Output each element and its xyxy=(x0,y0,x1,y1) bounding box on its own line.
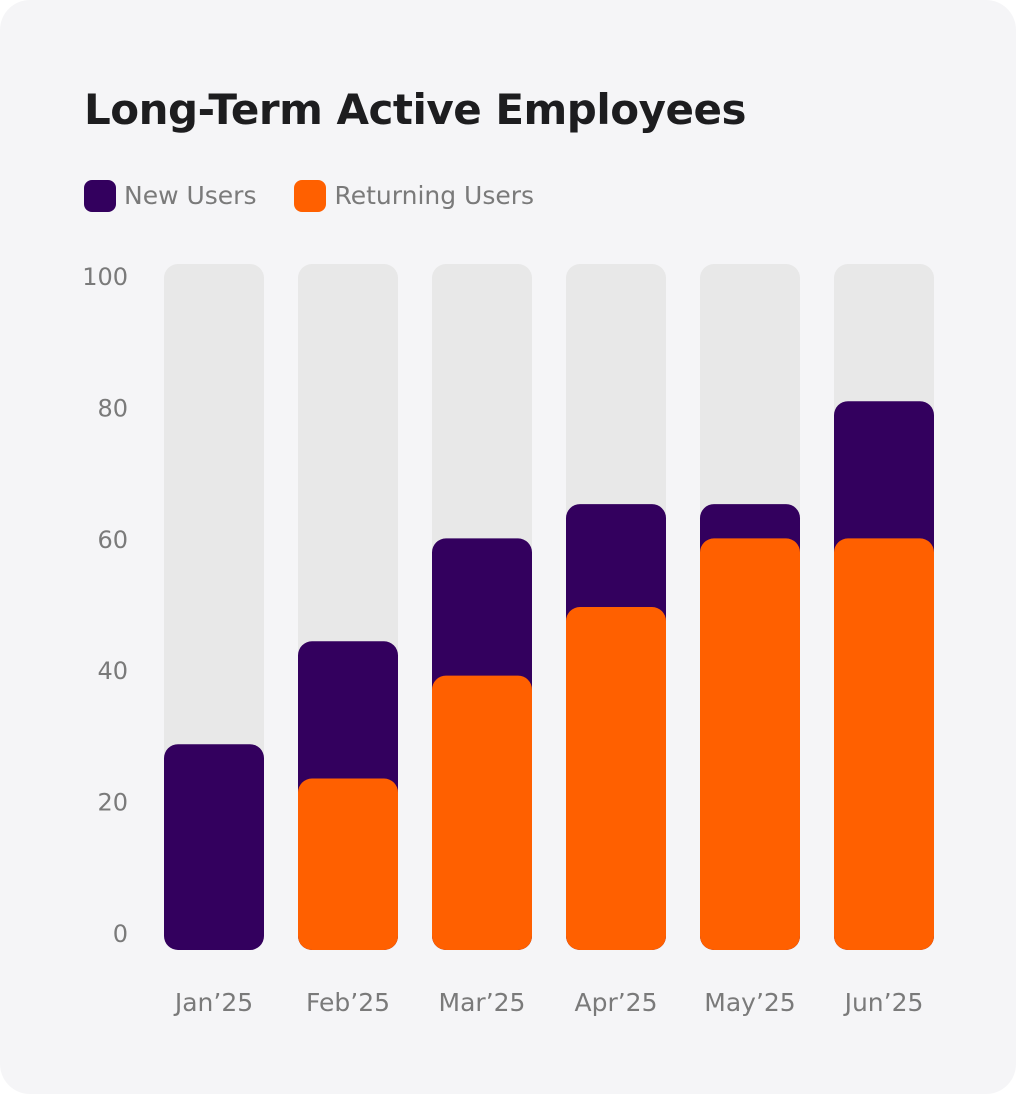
legend-label-returning-users: Returning Users xyxy=(334,181,535,210)
x-tick-label: Apr’25 xyxy=(574,988,657,1017)
legend-item-returning-users[interactable]: Returning Users xyxy=(294,180,534,212)
legend: New Users Returning Users xyxy=(84,180,572,212)
x-tick-label: May’25 xyxy=(704,988,795,1017)
legend-swatch-new-users xyxy=(84,180,116,212)
chart-title: Long-Term Active Employees xyxy=(84,85,746,134)
bar-returning-users xyxy=(432,675,532,950)
bar-returning-users xyxy=(700,538,800,950)
legend-swatch-returning-users xyxy=(294,180,327,212)
bar-returning-users xyxy=(566,607,666,950)
bar-new-users xyxy=(164,744,264,950)
y-tick-label: 80 xyxy=(97,394,128,422)
bar-returning-users xyxy=(298,778,398,950)
x-tick-label: Jun’25 xyxy=(843,988,924,1017)
y-tick-label: 60 xyxy=(97,526,128,554)
x-tick-label: Mar’25 xyxy=(439,988,526,1017)
legend-label-new-users: New Users xyxy=(124,181,257,210)
y-tick-label: 100 xyxy=(82,263,128,291)
bar-returning-users xyxy=(834,538,934,950)
legend-item-new-users[interactable]: New Users xyxy=(84,180,256,212)
x-tick-label: Jan’25 xyxy=(173,988,253,1017)
y-tick-label: 20 xyxy=(97,789,128,817)
y-tick-label: 40 xyxy=(97,657,128,685)
x-tick-label: Feb’25 xyxy=(306,988,390,1017)
y-tick-label: 0 xyxy=(113,920,128,948)
